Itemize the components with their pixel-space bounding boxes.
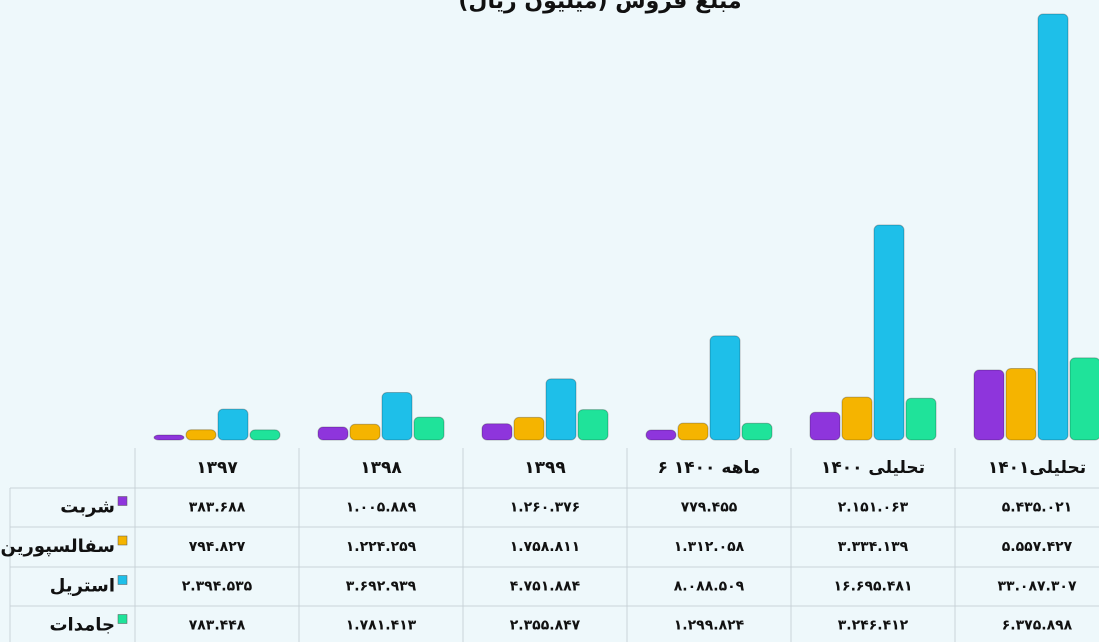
bar (153, 434, 185, 441)
table-cell: ۶.۳۷۵.۸۹۸ (1002, 618, 1073, 634)
bar (905, 397, 937, 441)
bar (545, 378, 577, 441)
bar (413, 416, 445, 441)
legend-swatch (117, 535, 128, 546)
table-cell: ۳.۶۹۲.۹۳۹ (346, 579, 417, 595)
bar (577, 409, 609, 441)
table-cell: ۳۳.۰۸۷.۳۰۷ (998, 579, 1077, 595)
bar (1037, 13, 1069, 441)
bar (185, 429, 217, 441)
bar (217, 408, 249, 441)
column-header: ۱۳۹۹ (524, 458, 566, 478)
table-cell: ۱.۷۵۸.۸۱۱ (510, 539, 580, 555)
bar (973, 369, 1005, 441)
legend-swatch (117, 496, 128, 506)
bar (481, 423, 513, 441)
bar (249, 429, 281, 441)
column-header: ۱۳۹۸ (360, 458, 402, 478)
table-cell: ۴.۷۵۱.۸۸۴ (510, 579, 581, 595)
table-cell: ۱۶.۶۹۵.۴۸۱ (834, 579, 913, 595)
bar (809, 411, 841, 441)
table-cell: ۲.۳۵۵.۸۴۷ (510, 618, 581, 634)
table-cell: ۷۹۴.۸۲۷ (189, 539, 246, 555)
table-cell: ۷۸۳.۴۴۸ (189, 618, 246, 634)
legend-label: جامدات (49, 615, 115, 636)
legend-label: شربت (60, 497, 115, 518)
table-cell: ۱.۲۲۴.۲۵۹ (346, 539, 417, 555)
bar (317, 426, 349, 441)
column-header: ۱۳۹۷ (196, 458, 238, 478)
legend-swatch (117, 575, 128, 585)
legend-swatch (117, 614, 128, 624)
table-cell: ۷۷۹.۴۵۵ (681, 500, 738, 516)
bar (709, 335, 741, 441)
bar (645, 429, 677, 441)
table-cell: ۱.۲۹۹.۸۲۴ (674, 618, 745, 634)
column-header: تحلیلی۱۴۰۱ (988, 458, 1086, 478)
table-cell: ۱.۰۰۵.۸۸۹ (346, 500, 417, 516)
bar (513, 416, 545, 441)
table-cell: ۵.۴۳۵.۰۲۱ (1002, 500, 1072, 516)
bar (1069, 357, 1099, 441)
legend-label: سفالسپورین (1, 536, 115, 557)
bar (741, 422, 773, 441)
column-header: ۶ ماهه ۱۴۰۰ (658, 458, 761, 478)
table-cell: ۲.۳۹۴.۵۳۵ (182, 579, 253, 595)
chart-title: مبلغ فروش (میلیون ریال) (458, 0, 741, 14)
bar (349, 423, 381, 441)
bar (841, 396, 873, 441)
table-cell: ۳.۳۳۴.۱۳۹ (838, 539, 909, 555)
table-cell: ۸.۰۸۸.۵۰۹ (674, 579, 745, 595)
bar (1005, 367, 1037, 441)
table-cell: ۵.۵۵۷.۴۲۷ (1002, 539, 1073, 555)
table-cell: ۳.۲۴۶.۴۱۲ (838, 618, 909, 634)
table-cell: ۱.۳۱۲.۰۵۸ (674, 539, 745, 555)
table-cell: ۱.۷۸۱.۴۱۳ (346, 618, 417, 634)
table-cell: ۳۸۳.۶۸۸ (189, 500, 246, 516)
legend-label: استریل (50, 576, 115, 597)
bar (381, 391, 413, 441)
table-cell: ۲.۱۵۱.۰۶۳ (838, 500, 909, 516)
bar (873, 224, 905, 441)
column-header: تحلیلی ۱۴۰۰ (821, 458, 925, 478)
table-cell: ۱.۲۶۰.۳۷۶ (510, 500, 580, 516)
bar (677, 422, 709, 441)
